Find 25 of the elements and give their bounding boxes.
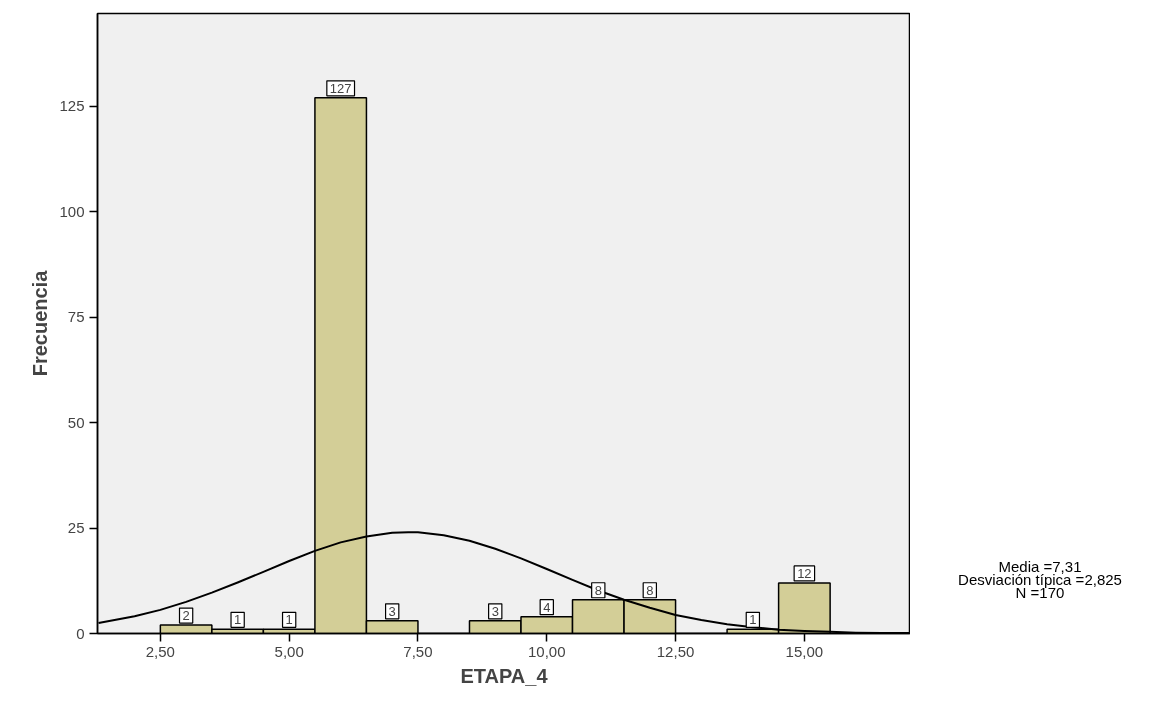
data-label: 4 [543, 599, 551, 615]
data-label: 3 [491, 603, 499, 619]
y-tick-label: 25 [67, 519, 85, 537]
y-tick-label: 125 [59, 97, 85, 115]
data-label: 1 [749, 612, 757, 628]
x-tick-label: 10,00 [527, 642, 566, 660]
data-label: 1 [285, 612, 293, 628]
data-label: 2 [182, 608, 190, 624]
y-tick-label: 0 [76, 624, 85, 642]
y-tick-label: 50 [67, 413, 85, 431]
y-tick-label: 100 [59, 202, 85, 220]
data-label: 8 [646, 582, 654, 598]
data-label: 8 [594, 582, 602, 598]
x-axis-title: ETAPA_4 [460, 664, 549, 687]
x-tick-label: 12,50 [656, 642, 695, 660]
data-label: 12 [797, 565, 812, 581]
data-label: 1 [234, 612, 242, 628]
x-tick-label: 7,50 [403, 642, 433, 660]
x-tick-label: 5,00 [274, 642, 304, 660]
data-label: 3 [388, 603, 396, 619]
x-tick-label: 2,50 [145, 642, 175, 660]
data-label: 127 [329, 80, 352, 96]
x-tick-label: 15,00 [785, 642, 824, 660]
y-axis-title: Frecuencia [29, 269, 52, 377]
y-tick-label: 75 [67, 308, 85, 326]
